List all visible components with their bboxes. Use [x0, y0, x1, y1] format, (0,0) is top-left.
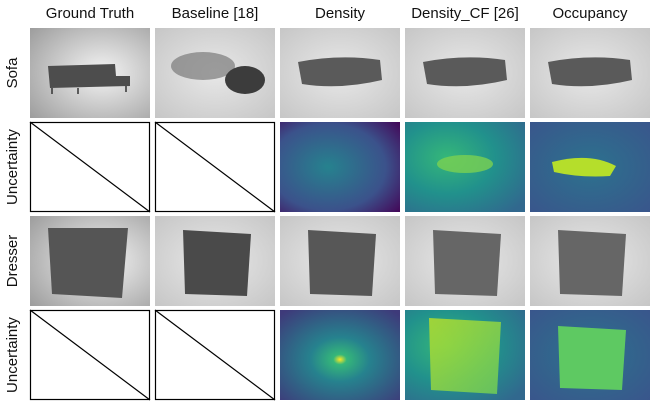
image-panel: [155, 28, 275, 118]
image-panel: [155, 122, 275, 212]
box: [558, 230, 626, 296]
image-panel: [530, 28, 650, 118]
image-panel: [405, 310, 525, 400]
high-uncertainty: [558, 326, 626, 390]
image-panel: [405, 122, 525, 212]
row-label: Uncertainty: [4, 129, 21, 205]
blob: [225, 66, 265, 94]
row-label: Uncertainty: [4, 317, 21, 393]
image-panel: [405, 216, 525, 306]
image-panel: [280, 122, 400, 212]
image-panel: [30, 310, 150, 400]
image-panel: [155, 216, 275, 306]
image-panel: [155, 310, 275, 400]
blob: [423, 57, 507, 86]
blob: [171, 52, 235, 80]
column-header: Density: [315, 5, 366, 22]
column-header: Density_CF [26]: [411, 5, 519, 22]
row-label: Sofa: [4, 57, 21, 89]
image-panel: [30, 28, 150, 118]
dresser: [48, 228, 128, 298]
high-uncertainty: [429, 318, 501, 394]
image-panel: [280, 310, 400, 400]
image-panel: [30, 122, 150, 212]
box: [308, 230, 376, 296]
figure: Ground Truth Baseline [18] Density Density_…: [0, 0, 650, 404]
blob: [548, 57, 632, 86]
image-panel: [530, 216, 650, 306]
high-uncertainty: [437, 155, 493, 173]
blob: [298, 57, 382, 86]
box: [433, 230, 501, 296]
image-panel: [30, 216, 150, 306]
column-header: Baseline [18]: [172, 5, 259, 22]
image-panel: [405, 28, 525, 118]
column-header: Ground Truth: [46, 5, 134, 22]
image-panel: [280, 28, 400, 118]
image-panel: [530, 310, 650, 400]
column-header: Occupancy: [552, 5, 628, 22]
uncertainty-map: [280, 122, 400, 212]
row-label: Dresser: [4, 235, 21, 288]
box: [183, 230, 251, 296]
image-panel: [280, 216, 400, 306]
uncertainty-map: [280, 310, 400, 400]
image-panel: [530, 122, 650, 212]
